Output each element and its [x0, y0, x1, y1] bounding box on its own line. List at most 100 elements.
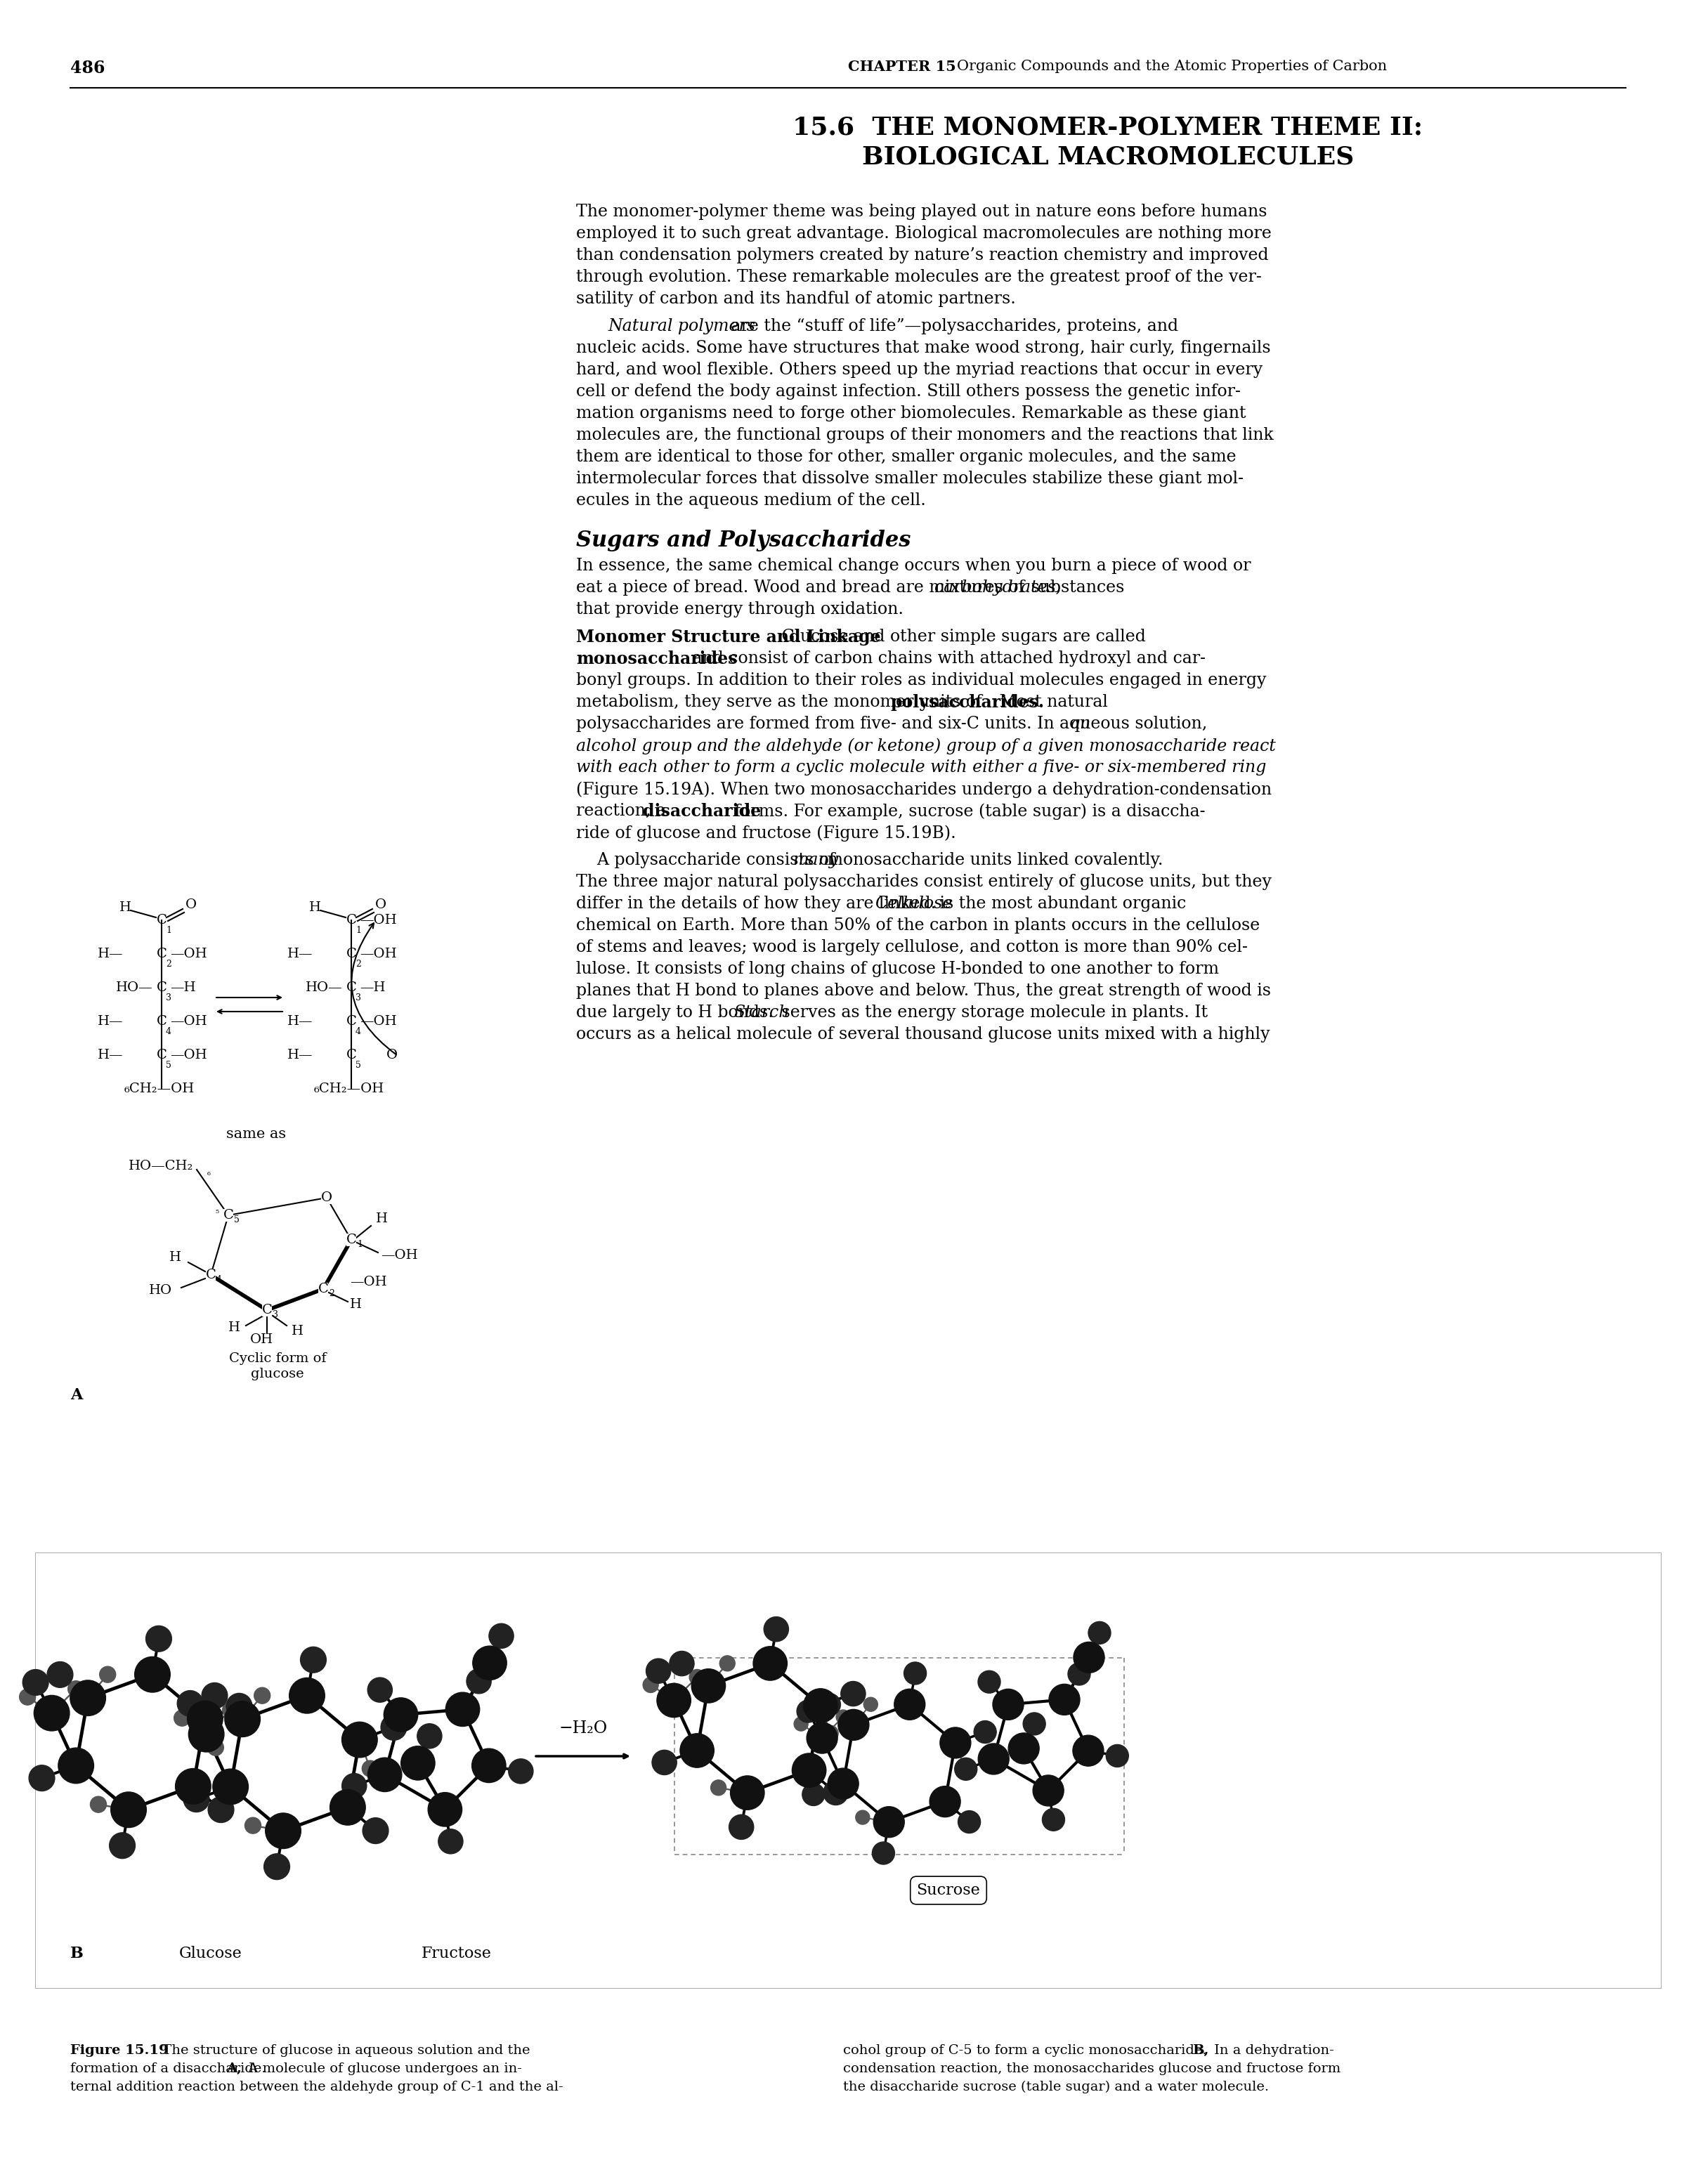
Text: eat a piece of bread. Wood and bread are mixtures of: eat a piece of bread. Wood and bread are… [577, 579, 1029, 596]
Circle shape [651, 1749, 677, 1776]
Text: 5: 5 [234, 1214, 239, 1225]
Circle shape [471, 1749, 505, 1782]
Text: an: an [1070, 716, 1091, 732]
Text: Glucose and other simple sugars are called: Glucose and other simple sugars are call… [777, 629, 1146, 644]
Text: —OH: —OH [349, 1275, 387, 1289]
Text: 1: 1 [356, 926, 361, 935]
Circle shape [1009, 1732, 1040, 1765]
Circle shape [209, 1797, 234, 1824]
Circle shape [509, 1758, 533, 1784]
Circle shape [183, 1787, 209, 1813]
Text: Cyclic form of: Cyclic form of [229, 1352, 326, 1365]
Circle shape [466, 1669, 492, 1693]
Circle shape [979, 1671, 1001, 1693]
Circle shape [100, 1666, 115, 1682]
Circle shape [753, 1647, 787, 1679]
Circle shape [958, 1811, 980, 1832]
Text: O: O [321, 1192, 332, 1203]
Text: 486: 486 [70, 59, 105, 76]
Text: C: C [205, 1269, 215, 1282]
Circle shape [823, 1780, 848, 1804]
Circle shape [110, 1793, 146, 1828]
Text: —OH: —OH [360, 913, 397, 926]
Text: monosaccharides: monosaccharides [577, 651, 738, 668]
Circle shape [904, 1662, 926, 1684]
Text: the disaccharide sucrose (table sugar) and a water molecule.: the disaccharide sucrose (table sugar) a… [843, 2081, 1269, 2094]
Text: ride of glucose and fructose (Figure 15.19B).: ride of glucose and fructose (Figure 15.… [577, 826, 957, 841]
Text: many: many [792, 852, 838, 869]
FancyArrowPatch shape [351, 924, 395, 1055]
Circle shape [343, 1721, 378, 1758]
Circle shape [70, 1679, 105, 1717]
Circle shape [187, 1701, 222, 1736]
Text: —OH: —OH [170, 1016, 207, 1029]
Circle shape [872, 1841, 895, 1865]
Circle shape [1033, 1776, 1063, 1806]
Circle shape [863, 1697, 879, 1712]
Text: is the most abundant organic: is the most abundant organic [934, 895, 1186, 911]
Circle shape [446, 1693, 480, 1725]
Text: B,: B, [1192, 2044, 1209, 2057]
Text: H—: H— [97, 948, 122, 961]
Text: 5: 5 [356, 1061, 361, 1070]
Text: H: H [170, 1251, 181, 1265]
Text: HO—CH₂: HO—CH₂ [129, 1160, 193, 1173]
Text: A molecule of glucose undergoes an in-: A molecule of glucose undergoes an in- [244, 2062, 522, 2075]
Text: CHAPTER 15: CHAPTER 15 [848, 59, 957, 74]
Text: A: A [70, 1387, 83, 1402]
Circle shape [368, 1758, 402, 1791]
Text: satility of carbon and its handful of atomic partners.: satility of carbon and its handful of at… [577, 290, 1016, 308]
Circle shape [58, 1747, 93, 1784]
Text: ₆CH₂—OH: ₆CH₂—OH [124, 1083, 195, 1094]
Circle shape [343, 1773, 366, 1797]
Text: Natural polymers: Natural polymers [607, 319, 755, 334]
Circle shape [1074, 1642, 1104, 1673]
Circle shape [188, 1717, 224, 1752]
Text: monosaccharide units linked covalently.: monosaccharide units linked covalently. [823, 852, 1163, 869]
Circle shape [212, 1769, 248, 1804]
Text: Sugars and Polysaccharides: Sugars and Polysaccharides [577, 531, 911, 550]
Circle shape [400, 1745, 434, 1780]
Text: C: C [156, 948, 166, 961]
Circle shape [331, 1789, 365, 1826]
Text: 1: 1 [166, 926, 171, 935]
Circle shape [19, 1688, 36, 1706]
Text: The structure of glucose in aqueous solution and the: The structure of glucose in aqueous solu… [158, 2044, 531, 2057]
Circle shape [855, 1811, 870, 1824]
Circle shape [940, 1728, 970, 1758]
Circle shape [90, 1797, 107, 1813]
Text: are the “stuff of life”—polysaccharides, proteins, and: are the “stuff of life”—polysaccharides,… [726, 319, 1179, 334]
Text: HO—: HO— [117, 981, 153, 994]
Circle shape [265, 1813, 300, 1848]
Circle shape [797, 1699, 819, 1723]
Circle shape [224, 1701, 259, 1736]
Circle shape [361, 1760, 378, 1776]
Text: 4: 4 [166, 1026, 171, 1035]
Text: —OH: —OH [360, 948, 397, 961]
Circle shape [109, 1832, 136, 1859]
Circle shape [817, 1693, 841, 1717]
Text: C: C [346, 981, 356, 994]
Text: occurs as a helical molecule of several thousand glucose units mixed with a high: occurs as a helical molecule of several … [577, 1026, 1270, 1042]
Circle shape [473, 1647, 507, 1679]
Text: serves as the energy storage molecule in plants. It: serves as the energy storage molecule in… [777, 1005, 1208, 1020]
Circle shape [794, 1717, 807, 1732]
Text: ₆: ₆ [207, 1168, 210, 1177]
Circle shape [823, 1725, 838, 1741]
Circle shape [894, 1688, 924, 1719]
Text: The monomer-polymer theme was being played out in nature eons before humans: The monomer-polymer theme was being play… [577, 203, 1267, 221]
Circle shape [828, 1769, 858, 1800]
Text: B: B [70, 1946, 83, 1961]
Text: H—: H— [97, 1016, 122, 1029]
Text: planes that H bond to planes above and below. Thus, the great strength of wood i: planes that H bond to planes above and b… [577, 983, 1270, 998]
Text: O: O [375, 898, 387, 911]
Text: Monomer Structure and Linkage: Monomer Structure and Linkage [577, 629, 880, 646]
Text: that provide energy through oxidation.: that provide energy through oxidation. [577, 601, 904, 618]
Text: than condensation polymers created by nature’s reaction chemistry and improved: than condensation polymers created by na… [577, 247, 1269, 264]
Text: C: C [261, 1304, 271, 1317]
Circle shape [47, 1662, 73, 1688]
Text: 2: 2 [166, 959, 171, 970]
Circle shape [1023, 1712, 1045, 1734]
Text: hard, and wool flexible. Others speed up the myriad reactions that occur in ever: hard, and wool flexible. Others speed up… [577, 363, 1264, 378]
Circle shape [802, 1782, 824, 1806]
